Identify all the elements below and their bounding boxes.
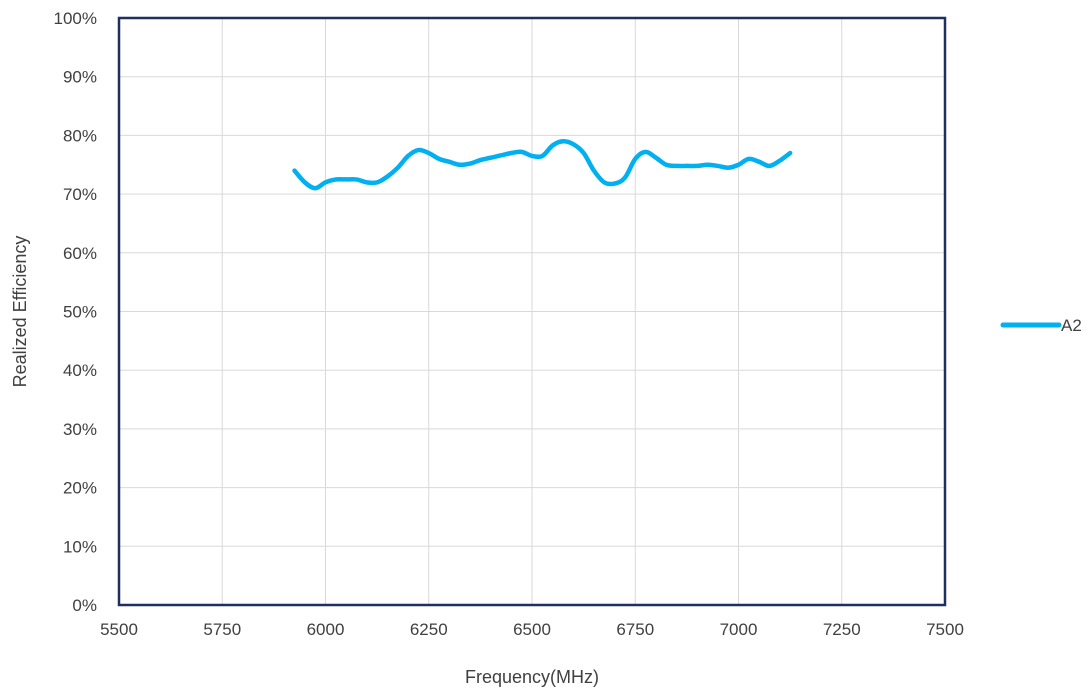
x-tick-label: 5500 <box>100 620 138 639</box>
y-axis-title: Realized Efficiency <box>10 236 30 388</box>
x-tick-label: 7250 <box>823 620 861 639</box>
x-tick-label: 6000 <box>307 620 345 639</box>
y-tick-label: 70% <box>63 185 97 204</box>
y-tick-label: 20% <box>63 479 97 498</box>
series-line-a2 <box>292 139 793 191</box>
y-tick-label: 0% <box>72 596 97 615</box>
x-tick-label: 6750 <box>616 620 654 639</box>
x-axis-ticks: 5500 5750 6000 6250 6500 6750 7000 7250 7500 <box>100 620 964 639</box>
plot-area-border <box>117 16 947 607</box>
grid <box>119 18 945 605</box>
x-tick-label: 7500 <box>926 620 964 639</box>
legend-label-a2: A2 <box>1061 316 1082 335</box>
y-tick-label: 30% <box>63 420 97 439</box>
y-tick-label: 10% <box>63 537 97 556</box>
y-tick-label: 90% <box>63 68 97 87</box>
y-tick-label: 80% <box>63 126 97 145</box>
y-tick-label: 60% <box>63 244 97 263</box>
x-axis-title: Frequency(MHz) <box>465 667 599 687</box>
x-tick-label: 6250 <box>410 620 448 639</box>
y-axis-ticks: 0% 10% 20% 30% 40% 50% 60% 70% 80% 90% 100% <box>54 9 97 615</box>
x-tick-label: 6500 <box>513 620 551 639</box>
series-layer <box>292 139 793 191</box>
legend: A2 <box>1000 316 1082 335</box>
y-tick-label: 100% <box>54 9 97 28</box>
x-tick-label: 7000 <box>720 620 758 639</box>
y-tick-label: 50% <box>63 303 97 322</box>
x-tick-label: 5750 <box>203 620 241 639</box>
y-tick-label: 40% <box>63 361 97 380</box>
